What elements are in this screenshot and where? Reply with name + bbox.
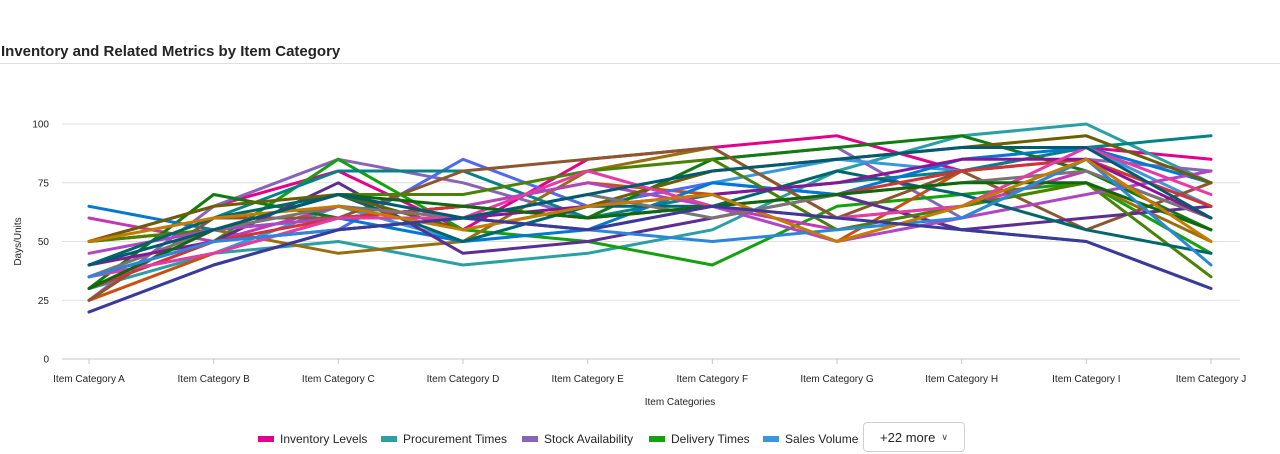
legend-item[interactable]: Sales Volume: [763, 432, 858, 446]
legend-swatch: [763, 436, 779, 442]
series-line-3: [87, 146, 1213, 302]
x-tick-label: Item Category C: [302, 374, 375, 385]
series-line-24: [87, 157, 1213, 279]
legend-swatch: [522, 436, 538, 442]
x-tick-label: Item Category F: [676, 374, 748, 385]
y-tick-label: 25: [38, 296, 50, 307]
legend-item[interactable]: Delivery Times: [649, 432, 750, 446]
x-tick-label: Item Category I: [1052, 374, 1120, 385]
legend-swatch: [381, 436, 397, 442]
chart-legend: +22 more ∨ Inventory Levels Procurement T…: [0, 422, 1280, 454]
y-axis-title: Days/Units: [13, 217, 24, 265]
series-line-27: [87, 146, 1213, 267]
y-tick-label: 0: [43, 355, 49, 366]
y-tick-label: 50: [38, 237, 50, 248]
chart-title: Inventory and Related Metrics by Item Ca…: [1, 43, 341, 60]
legend-label: Procurement Times: [403, 432, 508, 446]
x-tick-label: Item Category B: [178, 374, 251, 385]
legend-swatch: [258, 436, 274, 442]
legend-item[interactable]: Stock Availability: [522, 432, 633, 446]
x-axis-title: Item Categories: [645, 397, 716, 408]
more-series-button[interactable]: +22 more ∨: [863, 422, 965, 452]
legend-item[interactable]: Inventory Levels: [258, 432, 367, 446]
x-tick-label: Item Category G: [800, 374, 874, 385]
y-tick-label: 100: [32, 120, 49, 131]
y-tick-label: 75: [38, 178, 50, 189]
legend-swatch: [649, 436, 665, 442]
x-tick-label: Item Category E: [552, 374, 625, 385]
x-tick-label: Item Category D: [427, 374, 500, 385]
legend-label: Sales Volume: [785, 432, 859, 446]
legend-label: Inventory Levels: [280, 432, 368, 446]
chart-header: Inventory and Related Metrics by Item Ca…: [0, 0, 1280, 64]
line-chart: 0 25 50 75 100 Item Category A Item Category B…: [13, 120, 1247, 409]
series-line-13: [87, 146, 1213, 302]
chevron-down-icon: ∨: [941, 431, 948, 442]
legend-label: Stock Availability: [544, 432, 634, 446]
series-line-26: [87, 204, 1213, 314]
series-line-16: [87, 169, 1213, 255]
x-tick-label: Item Category J: [1176, 374, 1247, 385]
x-tick-label: Item Category A: [53, 374, 125, 385]
more-series-label: +22 more: [880, 429, 936, 445]
legend-item[interactable]: Procurement Times: [381, 432, 507, 446]
legend-label: Delivery Times: [671, 432, 750, 446]
x-tick-label: Item Category H: [925, 374, 998, 385]
